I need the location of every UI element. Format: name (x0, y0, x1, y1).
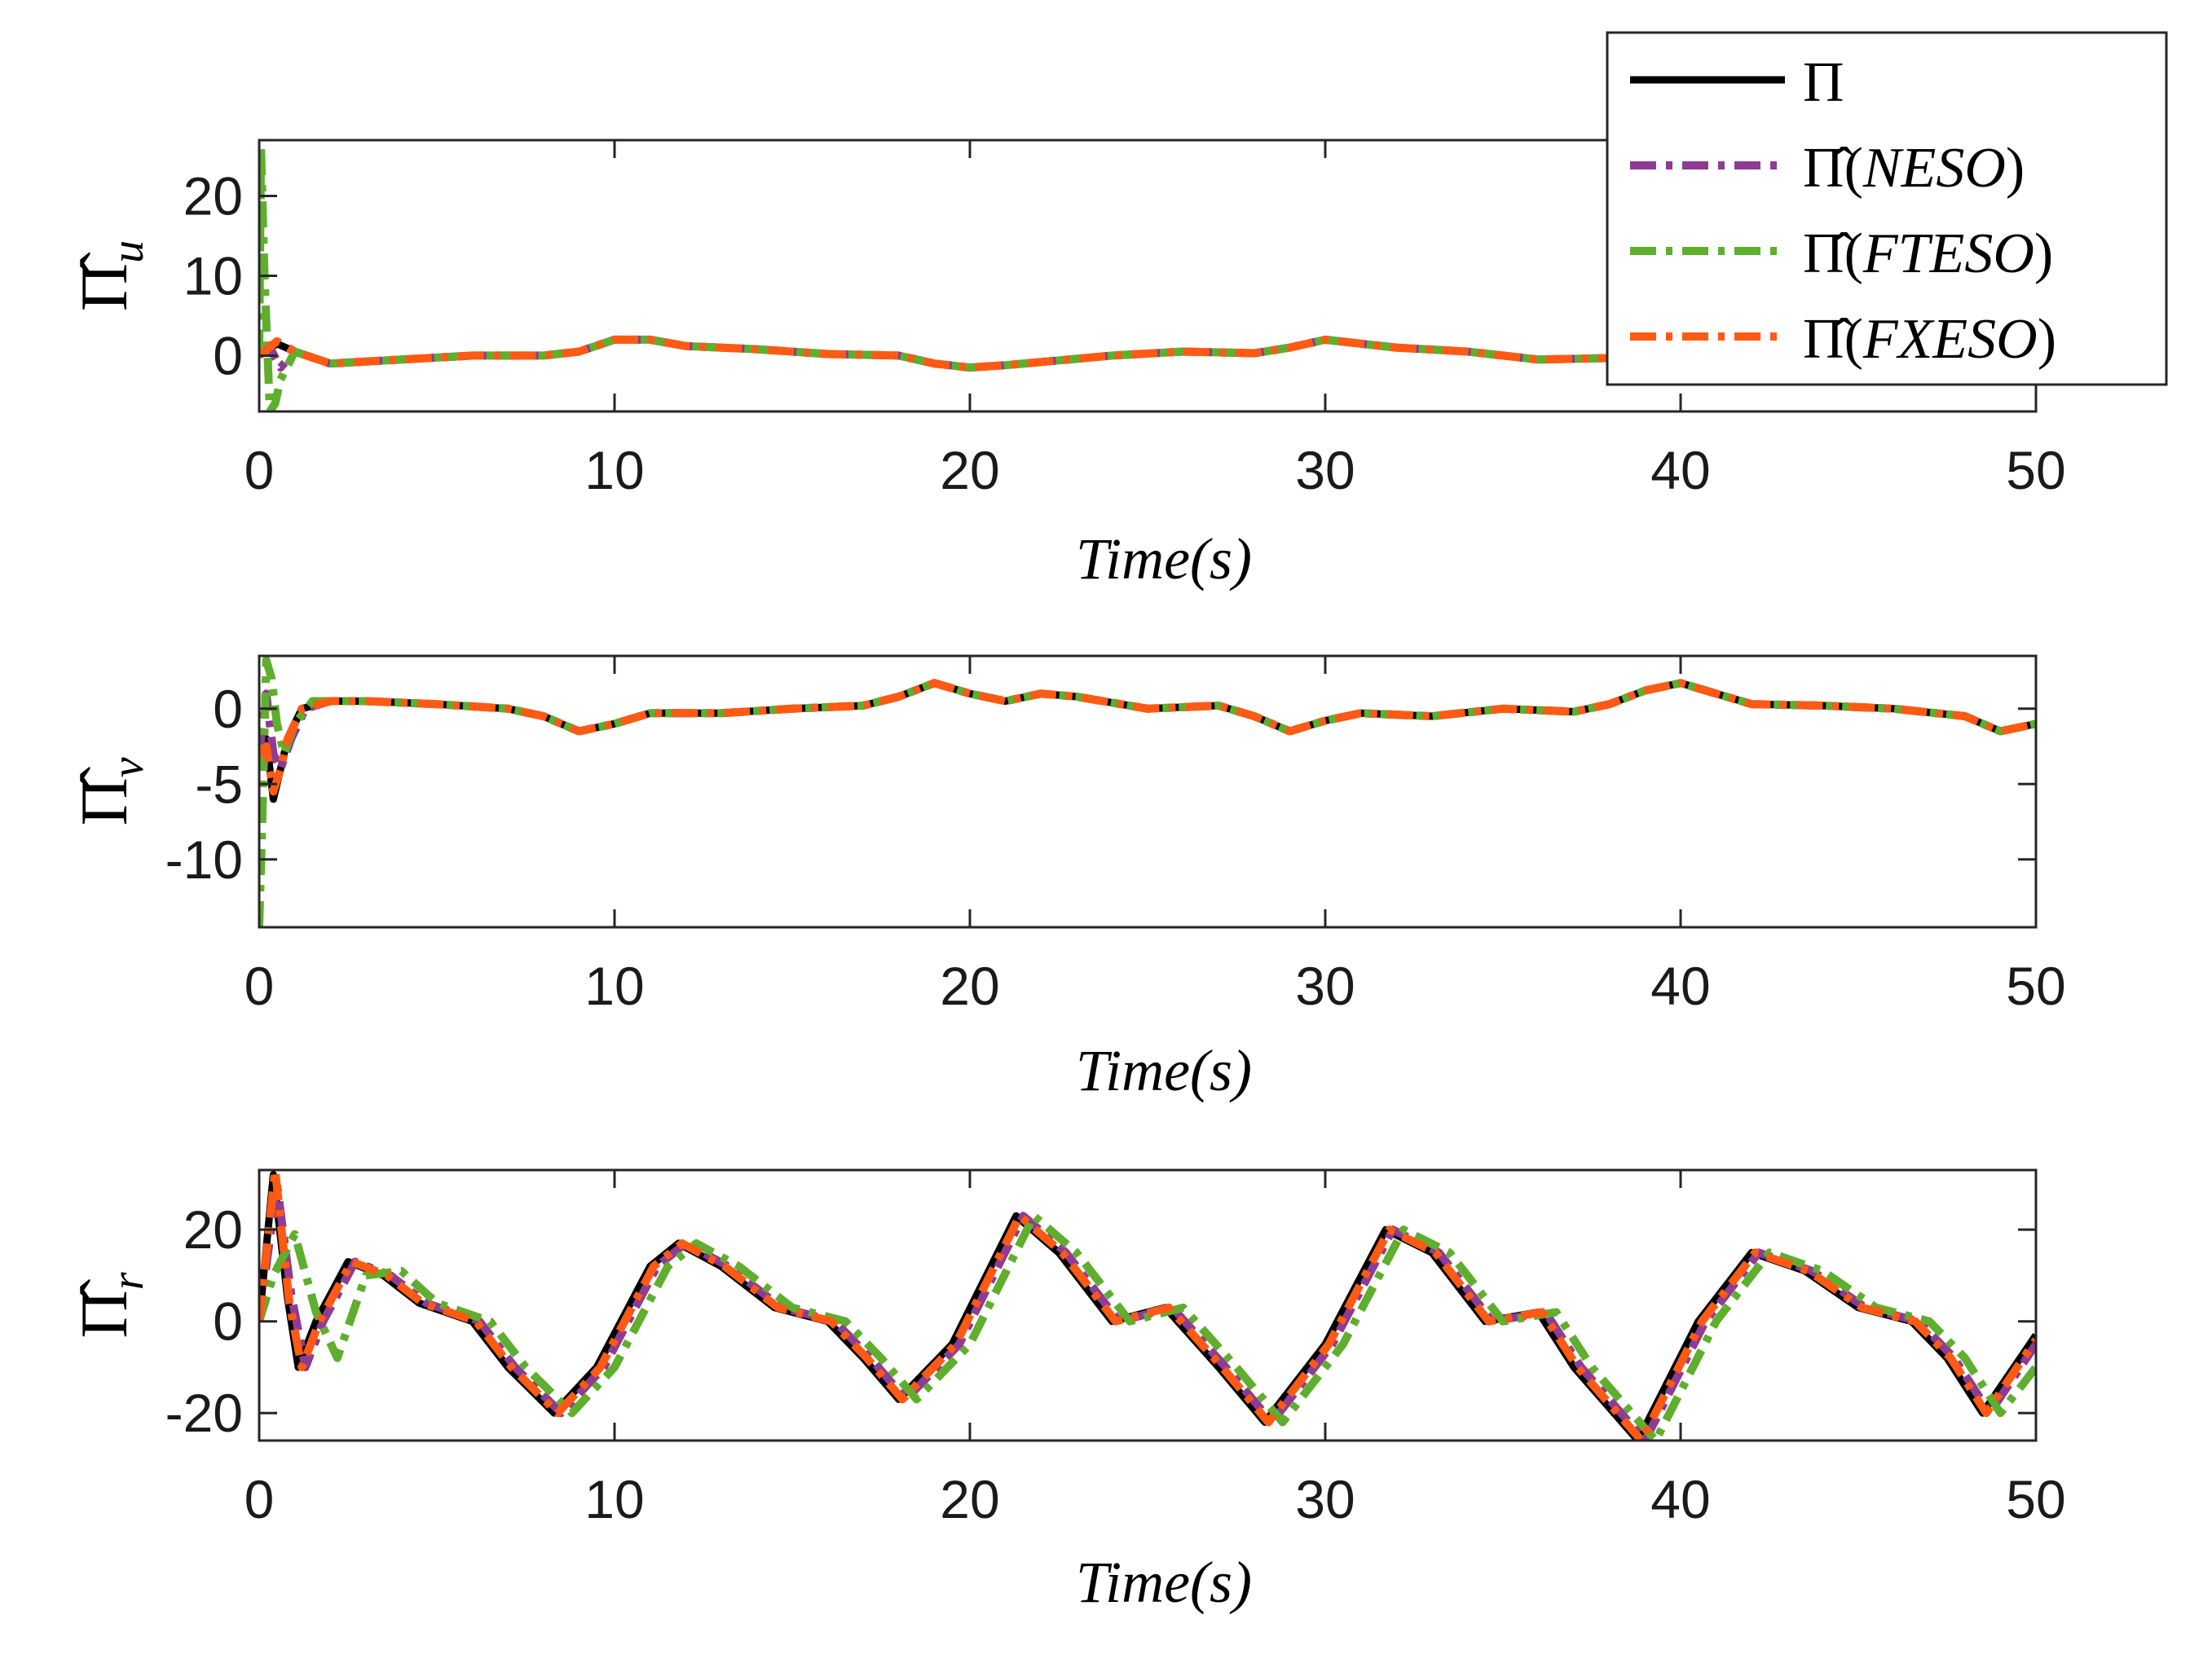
x-tick-label: 10 (584, 440, 644, 500)
legend-label-2: Π̂(NESO) (1803, 137, 2025, 200)
x-axis-label: Time(s) (1076, 526, 1252, 592)
y-axis-label: Π̂u (67, 240, 153, 311)
x-tick-label: 40 (1650, 956, 1710, 1016)
subplot-1: 0 10 20 30 40 50 0 10 20 Time(s) Π̂u (67, 139, 2066, 592)
axes-frame (258, 654, 2038, 929)
x-tick-label: 20 (940, 956, 999, 1016)
legend: Π Π̂(NESO) Π̂(FTESO) Π̂(FXESO) (1606, 31, 2168, 386)
legend-label-1: Π (1803, 51, 1844, 114)
x-tick-label: 50 (2006, 440, 2065, 500)
x-axis-label: Time(s) (1076, 1038, 1252, 1103)
x-tick-label: 20 (940, 1469, 999, 1529)
legend-box (1606, 31, 2168, 386)
y-tick-label: -20 (165, 1383, 243, 1443)
y-tick-label: 10 (183, 246, 243, 306)
legend-label-4: Π̂(FXESO) (1803, 308, 2056, 371)
x-axis-label: Time(s) (1076, 1550, 1252, 1615)
x-tick-label: 50 (2006, 1469, 2065, 1529)
y-tick-label: 20 (183, 1199, 243, 1260)
x-tick-label: 30 (1295, 1469, 1355, 1529)
series-line-3 (259, 1212, 2036, 1441)
subplots: 0 10 20 30 40 50 0 10 20 Time(s) Π̂u 0 10 20 30 40 50 -10… (67, 139, 2066, 1615)
x-tick-label: 0 (245, 440, 275, 500)
x-tick-label: 10 (584, 956, 644, 1016)
legend-label-3: Π̂(FTESO) (1803, 222, 2053, 285)
x-tick-label: 30 (1295, 956, 1355, 1016)
x-tick-label: 50 (2006, 956, 2065, 1016)
x-tick-label: 10 (584, 1469, 644, 1529)
axes-frame (258, 1168, 2038, 1442)
y-tick-label: 20 (183, 166, 243, 227)
y-tick-label: 0 (213, 325, 243, 385)
x-tick-label: 40 (1650, 440, 1710, 500)
y-axis-label-sub: r (103, 1272, 153, 1290)
y-tick-label: 0 (213, 1291, 243, 1352)
series-line-3 (259, 143, 2036, 411)
series-group (259, 1170, 2036, 1441)
series-line-4 (259, 1170, 2036, 1441)
x-tick-label: 40 (1650, 1469, 1710, 1529)
y-axis-label-sub: v (103, 757, 153, 777)
y-axis-label-sub: u (103, 240, 153, 263)
y-tick-label: -5 (195, 754, 243, 814)
x-tick-label: 20 (940, 440, 999, 500)
x-tick-label: 0 (245, 1469, 275, 1529)
x-tick-label: 0 (245, 956, 275, 1016)
x-tick-label: 30 (1295, 440, 1355, 500)
series-group (259, 656, 2036, 927)
y-tick-label: -10 (165, 829, 243, 890)
y-tick-label: 0 (213, 679, 243, 739)
